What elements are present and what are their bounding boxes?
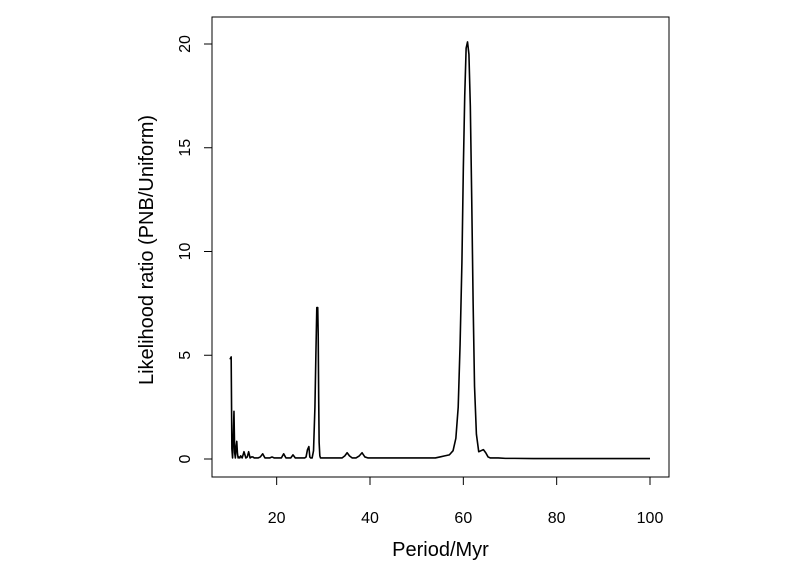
y-axis-title: Likelihood ratio (PNB/Uniform): [136, 115, 158, 385]
y-tick-label: 20: [177, 35, 194, 53]
y-tick-label: 0: [177, 454, 194, 463]
x-axis-title: Period/Myr: [392, 539, 489, 561]
y-tick-label: 5: [177, 351, 194, 360]
x-tick-label: 100: [637, 510, 664, 527]
x-tick-label: 40: [361, 510, 379, 527]
x-axis: 20 40 60 80 100: [268, 476, 664, 527]
series-line: [229, 41, 650, 460]
x-tick-label: 60: [454, 510, 472, 527]
x-tick-label: 20: [268, 510, 286, 527]
x-tick-label: 80: [548, 510, 566, 527]
plot-frame: [211, 16, 670, 478]
y-tick-label: 10: [177, 243, 194, 261]
y-axis: 0 5 10 15 20: [177, 35, 213, 463]
y-tick-label: 15: [177, 139, 194, 157]
